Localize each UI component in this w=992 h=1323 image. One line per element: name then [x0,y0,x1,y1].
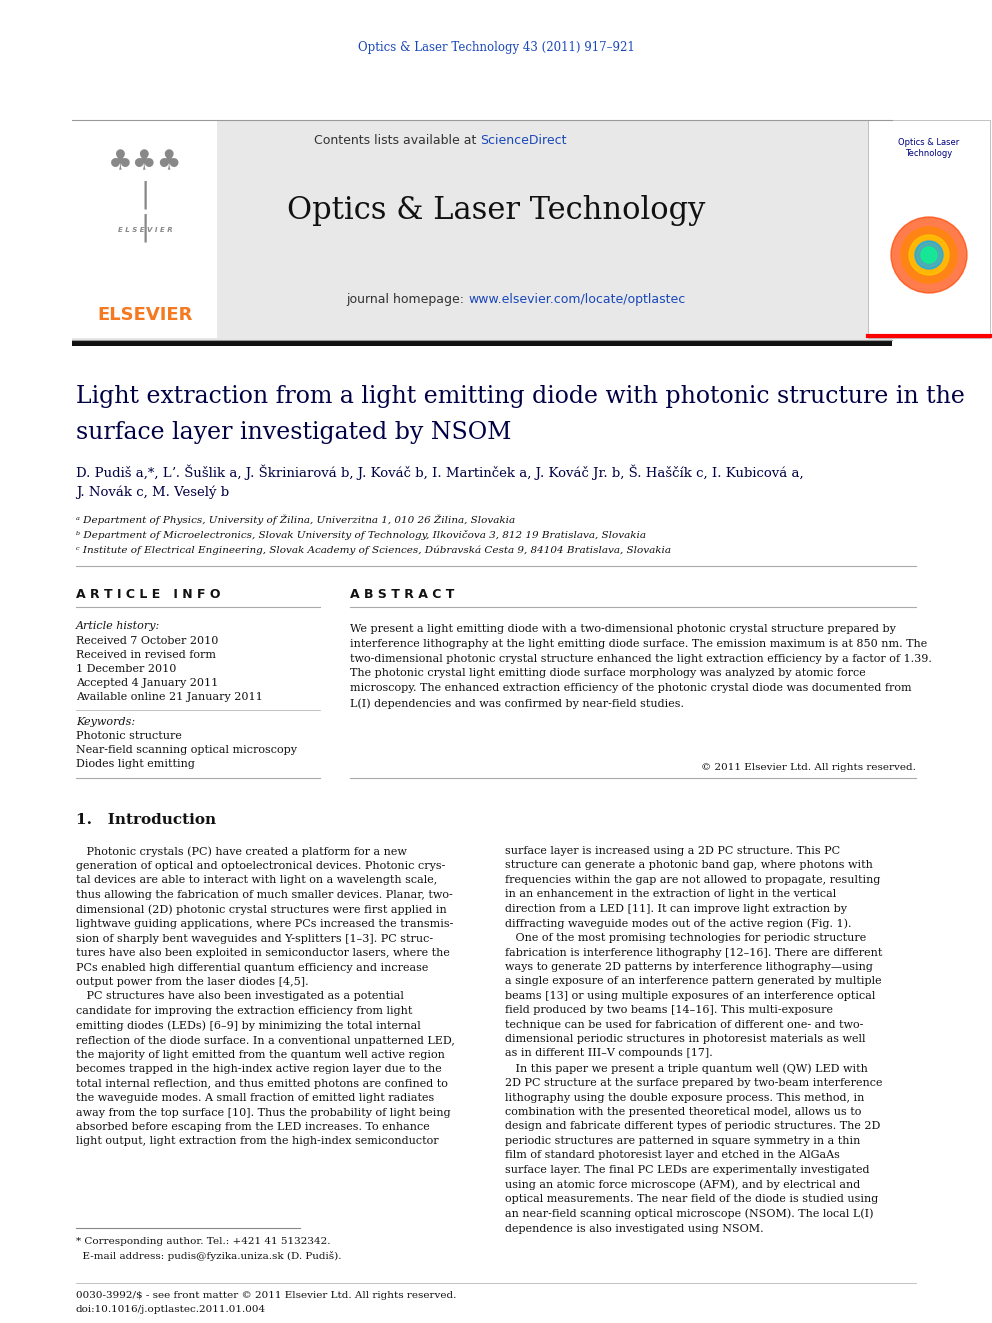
Text: Near-field scanning optical microscopy: Near-field scanning optical microscopy [76,745,297,755]
Text: J. Novák c, M. Veselý b: J. Novák c, M. Veselý b [76,486,229,499]
Text: Diodes light emitting: Diodes light emitting [76,759,194,769]
Text: We present a light emitting diode with a two-dimensional photonic crystal struct: We present a light emitting diode with a… [350,624,931,709]
Text: A R T I C L E   I N F O: A R T I C L E I N F O [76,589,220,602]
Bar [72,120,892,340]
Text: A B S T R A C T: A B S T R A C T [350,589,454,602]
Bar [72,340,892,347]
Text: E L S E V I E R: E L S E V I E R [118,228,173,233]
Text: ᵇ Department of Microelectronics, Slovak University of Technology, Ilkovičova 3,: ᵇ Department of Microelectronics, Slovak… [76,531,646,540]
Text: Available online 21 January 2011: Available online 21 January 2011 [76,692,263,703]
Text: 1.   Introduction: 1. Introduction [76,814,216,827]
Circle shape [891,217,967,292]
Text: Keywords:: Keywords: [76,717,135,728]
Text: Light extraction from a light emitting diode with photonic structure in the: Light extraction from a light emitting d… [76,385,965,407]
Text: * Corresponding author. Tel.: +421 41 5132342.: * Corresponding author. Tel.: +421 41 51… [76,1237,330,1246]
Text: 0030-3992/$ - see front matter © 2011 Elsevier Ltd. All rights reserved.: 0030-3992/$ - see front matter © 2011 El… [76,1291,456,1301]
Text: E-mail address: pudis@fyzika.uniza.sk (D. Pudiš).: E-mail address: pudis@fyzika.uniza.sk (D… [76,1252,341,1261]
Text: Received in revised form: Received in revised form [76,650,216,660]
Bar [72,120,217,337]
Text: © 2011 Elsevier Ltd. All rights reserved.: © 2011 Elsevier Ltd. All rights reserved… [701,763,916,773]
Text: Article history:: Article history: [76,620,161,631]
Text: D. Pudiš a,*, Lʼ. Šušlik a, J. Škriniarová b, J. Kováč b, I. Martinček a, J. Kov: D. Pudiš a,*, Lʼ. Šušlik a, J. Škriniaro… [76,464,804,480]
Circle shape [901,228,957,283]
Text: Optics & Laser Technology: Optics & Laser Technology [287,194,705,225]
Bar [868,120,990,337]
Text: surface layer investigated by NSOM: surface layer investigated by NSOM [76,421,512,443]
Text: ᶜ Institute of Electrical Engineering, Slovak Academy of Sciences, Dúbravská Ces: ᶜ Institute of Electrical Engineering, S… [76,545,671,554]
Text: Accepted 4 January 2011: Accepted 4 January 2011 [76,677,218,688]
Text: ELSEVIER: ELSEVIER [97,306,192,324]
Text: Photonic structure: Photonic structure [76,732,182,741]
Circle shape [915,241,943,269]
Text: ScienceDirect: ScienceDirect [480,134,566,147]
Text: 1 December 2010: 1 December 2010 [76,664,177,673]
Text: journal homepage:: journal homepage: [346,294,468,307]
Text: doi:10.1016/j.optlastec.2011.01.004: doi:10.1016/j.optlastec.2011.01.004 [76,1306,266,1315]
Text: ♣♣♣
|
|: ♣♣♣ | | [108,148,183,242]
Circle shape [921,247,937,263]
Text: Optics & Laser Technology 43 (2011) 917–921: Optics & Laser Technology 43 (2011) 917–… [358,41,634,54]
Text: ᵃ Department of Physics, University of Žilina, Univerzitna 1, 010 26 Žilina, Slo: ᵃ Department of Physics, University of Ž… [76,515,515,525]
Text: surface layer is increased using a 2D PC structure. This PC
structure can genera: surface layer is increased using a 2D PC… [505,845,883,1234]
Text: Optics & Laser
Technology: Optics & Laser Technology [899,138,959,157]
Text: Received 7 October 2010: Received 7 October 2010 [76,636,218,646]
Circle shape [909,235,949,275]
Text: Photonic crystals (PC) have created a platform for a new
generation of optical a: Photonic crystals (PC) have created a pl… [76,845,455,1146]
Text: www.elsevier.com/locate/optlastec: www.elsevier.com/locate/optlastec [468,294,685,307]
Text: Contents lists available at: Contents lists available at [313,134,480,147]
